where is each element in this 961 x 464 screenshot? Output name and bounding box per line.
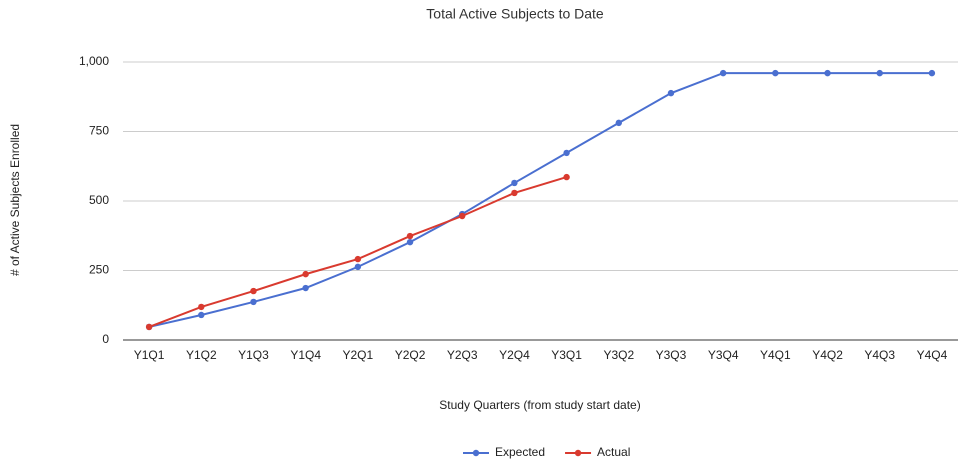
data-point bbox=[354, 255, 362, 263]
legend-swatch-dot bbox=[574, 449, 582, 457]
y-tick-label: 0 bbox=[102, 332, 109, 346]
legend-label: Expected bbox=[495, 445, 545, 459]
x-tick-label: Y2Q1 bbox=[343, 348, 374, 362]
x-tick-label: Y2Q4 bbox=[499, 348, 530, 362]
data-point bbox=[928, 69, 936, 77]
legend-label: Actual bbox=[597, 445, 630, 459]
data-point bbox=[667, 89, 675, 97]
x-tick-label: Y1Q4 bbox=[290, 348, 321, 362]
x-tick-label: Y2Q3 bbox=[447, 348, 478, 362]
x-tick-label: Y1Q2 bbox=[186, 348, 217, 362]
x-tick-label: Y4Q1 bbox=[760, 348, 791, 362]
y-tick-label: 1,000 bbox=[79, 54, 109, 68]
data-point bbox=[198, 303, 205, 311]
x-tick-label: Y2Q2 bbox=[395, 348, 426, 362]
data-point bbox=[406, 232, 414, 240]
chart-title: Total Active Subjects to Date bbox=[426, 6, 604, 22]
data-point bbox=[145, 323, 153, 331]
data-point bbox=[615, 119, 622, 127]
x-tick-label: Y4Q4 bbox=[917, 348, 948, 362]
data-point bbox=[511, 189, 518, 197]
legend-swatch-dot bbox=[472, 449, 480, 457]
x-axis-label: Study Quarters (from study start date) bbox=[439, 398, 640, 412]
data-point bbox=[719, 69, 727, 77]
x-tick-label: Y4Q2 bbox=[812, 348, 843, 362]
data-point bbox=[824, 69, 831, 77]
data-point bbox=[511, 179, 518, 187]
data-point bbox=[563, 149, 570, 157]
x-tick-label: Y1Q1 bbox=[134, 348, 165, 362]
data-point bbox=[772, 69, 779, 77]
data-point bbox=[250, 298, 257, 306]
x-tick-label: Y3Q4 bbox=[708, 348, 739, 362]
x-tick-label: Y1Q3 bbox=[238, 348, 269, 362]
data-point bbox=[459, 212, 466, 220]
series-line bbox=[148, 72, 932, 328]
x-tick-label: Y3Q3 bbox=[656, 348, 687, 362]
series-line bbox=[148, 176, 567, 328]
y-tick-label: 500 bbox=[89, 193, 109, 207]
data-point bbox=[302, 284, 309, 292]
x-tick-label: Y4Q3 bbox=[864, 348, 895, 362]
data-point bbox=[302, 270, 309, 278]
y-tick-label: 250 bbox=[89, 263, 109, 277]
data-point bbox=[876, 69, 883, 77]
data-point bbox=[354, 263, 362, 271]
y-tick-label: 750 bbox=[89, 124, 109, 138]
data-point bbox=[250, 287, 257, 295]
y-axis-label: # of Active Subjects Enrolled bbox=[8, 124, 22, 276]
x-tick-label: Y3Q1 bbox=[551, 348, 582, 362]
data-point bbox=[563, 173, 570, 181]
data-point bbox=[198, 311, 205, 319]
data-point bbox=[406, 238, 414, 246]
x-tick-label: Y3Q2 bbox=[603, 348, 634, 362]
